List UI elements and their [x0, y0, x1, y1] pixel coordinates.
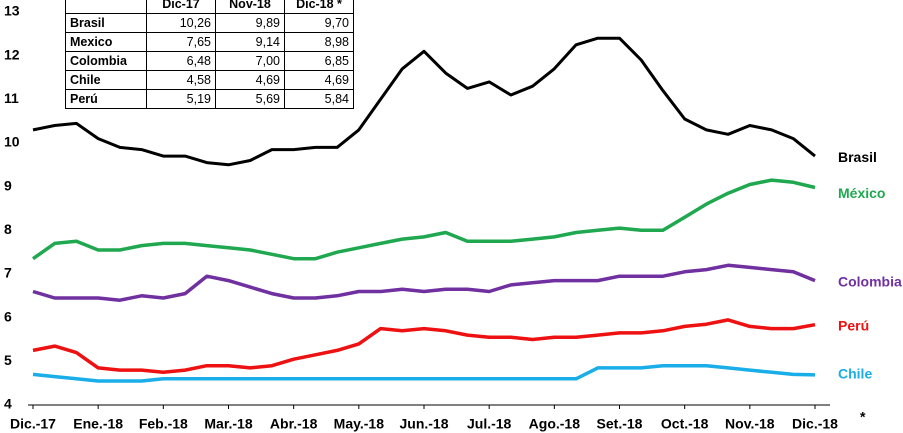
- annotation: *: [860, 409, 866, 425]
- table-cell: 9,89: [215, 13, 285, 33]
- y-tick-label: 5: [4, 352, 12, 368]
- series-label: Brasil: [838, 149, 877, 165]
- table-cell: Brasil: [65, 13, 147, 33]
- y-tick-label: 10: [4, 134, 20, 150]
- table-cell: Mexico: [65, 32, 147, 52]
- y-tick-label: 6: [4, 308, 12, 324]
- x-tick-label: Jul.-18: [467, 416, 512, 432]
- x-tick-label: Jun.-18: [399, 416, 448, 432]
- y-tick-label: 7: [4, 265, 12, 281]
- y-tick-label: 9: [4, 177, 12, 193]
- table-row: Mexico 7,65 9,14 8,98: [65, 32, 354, 52]
- series-label: Perú: [838, 317, 869, 333]
- x-tick-label: Mar.-18: [204, 416, 252, 432]
- series-label: Colombia: [838, 273, 902, 289]
- x-tick-label: Dic.-18: [792, 416, 838, 432]
- y-tick-label: 4: [4, 396, 12, 412]
- table-cell: Perú: [65, 89, 147, 109]
- x-tick-label: Abr.-18: [270, 416, 318, 432]
- table-cell: 8,98: [284, 32, 354, 52]
- table-cell: 4,69: [284, 70, 354, 90]
- series-line: [32, 36, 816, 167]
- x-tick-label: Ene.-18: [73, 416, 123, 432]
- table-cell: 5,19: [146, 89, 216, 109]
- table-cell: 4,69: [215, 70, 285, 90]
- series-label: México: [838, 185, 885, 201]
- table-row: Chile 4,58 4,69 4,69: [65, 70, 354, 90]
- x-tick-label: May.-18: [334, 416, 385, 432]
- y-tick-label: 11: [4, 90, 19, 106]
- x-tick-label: Ago.-18: [529, 416, 581, 432]
- table-cell: 6,85: [284, 51, 354, 71]
- summary-table: Dic-17 Nov-18 Dic-18 * Brasil 10,26 9,89 9,70 M…: [65, 0, 354, 109]
- y-tick-label: 12: [4, 46, 20, 62]
- table-cell: 5,69: [215, 89, 285, 109]
- series-line: [31, 178, 816, 261]
- y-tick-label: 8: [4, 221, 12, 237]
- x-tick-label: Set.-18: [597, 416, 643, 432]
- table-cell: 9,70: [284, 13, 354, 33]
- x-tick-label: Feb.-18: [139, 416, 188, 432]
- x-tick-label: Oct.-18: [661, 416, 709, 432]
- table-cell: [65, 0, 147, 14]
- table-row: Colombia 6,48 7,00 6,85: [65, 51, 354, 71]
- table-cell: 5,84: [284, 89, 354, 109]
- x-tick-label: Nov.-18: [725, 416, 775, 432]
- series-label: Chile: [838, 366, 872, 382]
- table-header: Dic-17 Nov-18 Dic-18 *: [65, 0, 354, 14]
- table-cell: 9,14: [215, 32, 285, 52]
- table-row: Perú 5,19 5,69 5,84: [65, 89, 354, 109]
- series-line: [32, 363, 816, 383]
- table-cell: Dic-18 *: [284, 0, 354, 14]
- x-tick-label: Dic.-17: [10, 416, 56, 432]
- table-cell: Nov-18: [215, 0, 285, 14]
- table-cell: 10,26: [146, 13, 216, 33]
- table-cell: 7,00: [215, 51, 285, 71]
- series-line: [32, 263, 816, 302]
- table-cell: 7,65: [146, 32, 216, 52]
- series-line: [32, 318, 816, 375]
- table-cell: 6,48: [146, 51, 216, 71]
- table-row: Brasil 10,26 9,89 9,70: [65, 13, 354, 33]
- table-cell: Chile: [65, 70, 147, 90]
- y-tick-label: 13: [4, 3, 20, 19]
- table-cell: 4,58: [146, 70, 216, 90]
- table-cell: Colombia: [65, 51, 147, 71]
- table-cell: Dic-17: [146, 0, 216, 14]
